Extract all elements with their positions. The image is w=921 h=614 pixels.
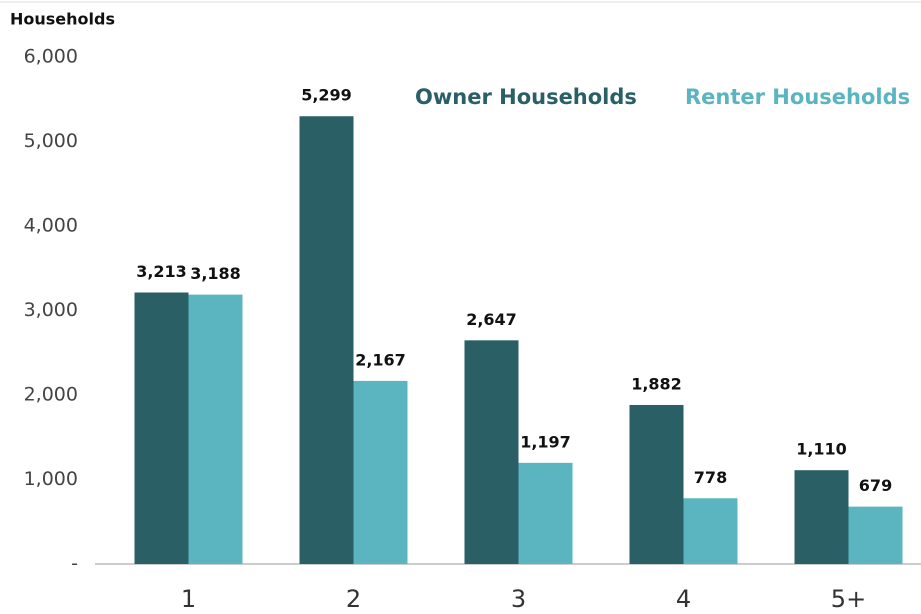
bar (464, 340, 519, 564)
y-tick-label: 6,000 (24, 46, 78, 68)
bar (188, 294, 243, 564)
y-tick-label: - (71, 553, 78, 575)
y-axis-title: Households (10, 10, 115, 29)
legend-label: Renter Households (685, 85, 910, 109)
bar (848, 506, 903, 564)
y-tick-label: 1,000 (24, 468, 78, 490)
value-label: 3,213 (136, 262, 187, 281)
x-tick-label: 3 (511, 585, 526, 613)
x-tick-label: 2 (346, 585, 361, 613)
value-label: 1,882 (631, 374, 682, 393)
bar (518, 462, 573, 564)
y-tick-label: 5,000 (24, 130, 78, 152)
bar (794, 470, 849, 564)
bar (683, 498, 738, 564)
y-tick-label: 4,000 (24, 215, 78, 237)
bar (134, 292, 189, 564)
value-label: 2,647 (466, 310, 517, 329)
value-label: 3,188 (190, 264, 241, 283)
y-tick-label: 3,000 (24, 299, 78, 321)
bar (629, 404, 684, 564)
x-tick-label: 5+ (831, 585, 866, 613)
y-tick-label: 2,000 (24, 384, 78, 406)
value-label: 1,197 (520, 432, 571, 451)
value-label: 1,110 (796, 440, 847, 459)
x-tick-label: 1 (181, 585, 196, 613)
x-tick-label: 4 (676, 585, 691, 613)
value-label: 5,299 (301, 86, 352, 105)
legend-label: Owner Households (415, 85, 637, 109)
bar (299, 116, 354, 564)
value-label: 2,167 (355, 350, 406, 369)
value-label: 679 (859, 476, 892, 495)
bar (353, 380, 408, 564)
value-label: 778 (694, 468, 727, 487)
